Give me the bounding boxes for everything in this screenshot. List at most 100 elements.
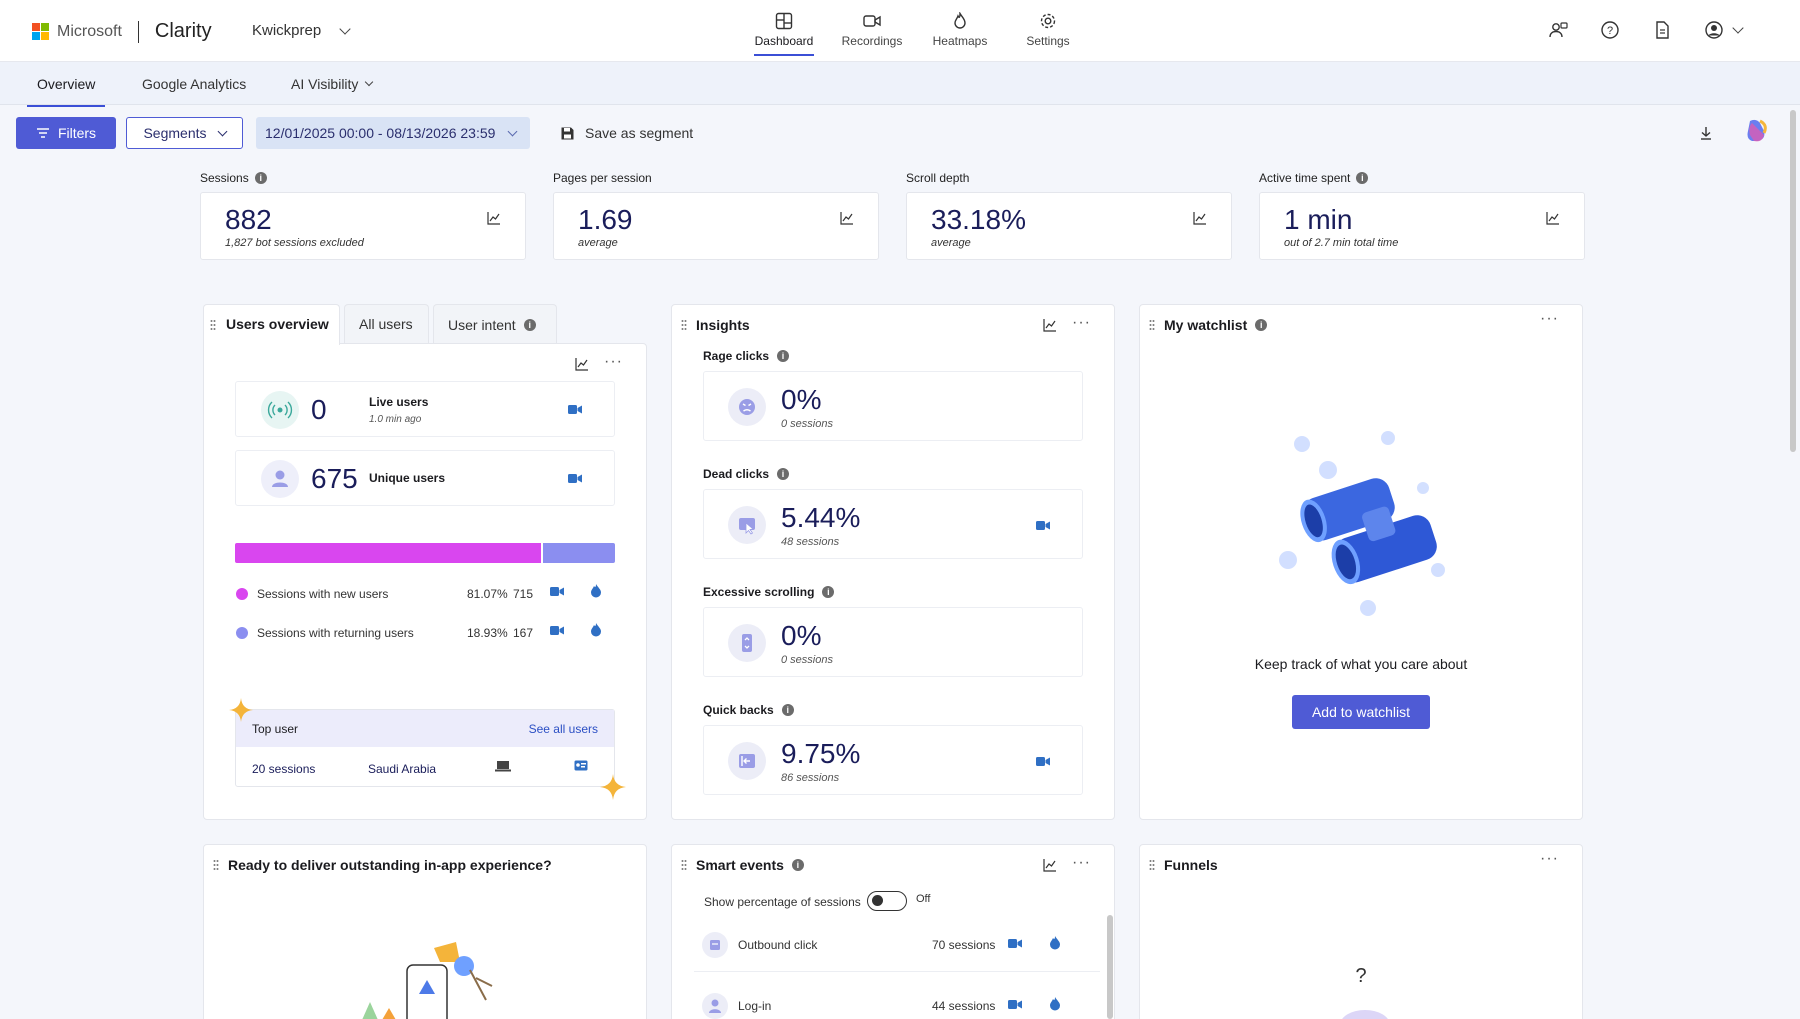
metric-value: 33.18% <box>931 204 1026 235</box>
info-icon[interactable]: i <box>1356 172 1369 184</box>
tab-overview[interactable]: Overview <box>26 76 106 107</box>
quick-backs-card[interactable]: 9.75% 86 sessions <box>703 725 1083 795</box>
recording-icon[interactable] <box>568 473 582 484</box>
returning-users-segment[interactable] <box>543 543 615 563</box>
unique-users-card[interactable]: 675 Unique users <box>235 450 615 506</box>
excessive-scrolling-card[interactable]: 0% 0 sessions <box>703 607 1083 677</box>
more-options-icon[interactable]: ··· <box>1540 850 1559 867</box>
trend-chart-icon[interactable] <box>840 211 854 225</box>
heatmap-icon[interactable] <box>1049 935 1061 950</box>
metric-card[interactable]: 1 min out of 2.7 min total time <box>1259 192 1585 260</box>
metric-active-time: Active time spent i 1 min out of 2.7 min … <box>1259 170 1585 260</box>
top-user-header <box>236 710 614 747</box>
help-icon[interactable]: ? <box>1600 20 1620 40</box>
new-users-segment[interactable] <box>235 543 544 563</box>
drag-handle-icon[interactable] <box>212 859 220 871</box>
recording-icon[interactable] <box>1036 756 1050 767</box>
recording-icon[interactable] <box>1008 999 1022 1010</box>
tab-users-overview[interactable]: Users overview <box>203 304 340 345</box>
segments-label: Segments <box>143 125 207 141</box>
main-nav: Dashboard Recordings Heatmaps Settings <box>740 10 1092 56</box>
metric-label-text: Active time spent <box>1259 171 1351 185</box>
nav-recordings[interactable]: Recordings <box>828 10 916 54</box>
show-percentage-toggle[interactable] <box>867 891 907 911</box>
drag-handle-icon[interactable] <box>1148 319 1156 331</box>
trend-chart-icon[interactable] <box>1546 211 1560 225</box>
more-options-icon[interactable]: ··· <box>1072 314 1091 331</box>
tab-all-users[interactable]: All users <box>344 304 429 344</box>
smart-events-scrollbar[interactable] <box>1107 915 1113 1019</box>
nav-dashboard[interactable]: Dashboard <box>740 10 828 56</box>
insight-sessions: 0 sessions <box>781 418 833 430</box>
angry-face-icon <box>728 388 766 426</box>
heatmap-icon[interactable] <box>1049 996 1061 1011</box>
info-icon[interactable]: i <box>781 704 794 716</box>
trend-chart-icon[interactable] <box>487 211 501 225</box>
company-name: Microsoft <box>57 22 122 40</box>
funnels-card: Funnels ··· ? <box>1139 844 1583 1019</box>
id-card-icon[interactable] <box>574 760 588 771</box>
chevron-down-icon <box>339 22 351 35</box>
insights-title: Insights <box>696 317 750 333</box>
smart-event-row[interactable]: Log-in 44 sessions <box>694 979 1100 1019</box>
live-users-card[interactable]: 0 Live users 1.0 min ago <box>235 381 615 437</box>
heatmap-icon[interactable] <box>590 622 602 637</box>
info-icon[interactable]: i <box>777 350 790 362</box>
metric-card[interactable]: 33.18% average <box>906 192 1232 260</box>
document-icon[interactable] <box>1652 20 1672 40</box>
drag-handle-icon[interactable] <box>680 319 688 331</box>
info-icon[interactable]: i <box>822 586 835 598</box>
brand[interactable]: Microsoft Clarity <box>32 20 212 43</box>
more-options-icon[interactable]: ··· <box>1540 310 1559 327</box>
metric-card[interactable]: 1.69 average <box>553 192 879 260</box>
trend-chart-icon[interactable] <box>575 357 589 371</box>
segments-button[interactable]: Segments <box>126 117 243 149</box>
sub-nav: Overview Google Analytics AI Visibility <box>0 62 1800 107</box>
recording-icon[interactable] <box>568 404 582 415</box>
more-options-icon[interactable]: ··· <box>1072 854 1091 871</box>
metric-label-text: Pages per session <box>553 171 652 185</box>
tab-user-intent[interactable]: User intent i <box>433 304 557 344</box>
info-icon[interactable]: i <box>777 468 790 480</box>
nav-settings[interactable]: Settings <box>1004 10 1092 54</box>
see-all-users-link[interactable]: See all users <box>528 722 598 736</box>
trend-chart-icon[interactable] <box>1193 211 1207 225</box>
tab-ai-visibility[interactable]: AI Visibility <box>291 76 374 92</box>
drag-handle-icon[interactable] <box>680 859 688 871</box>
metric-card[interactable]: 882 1,827 bot sessions excluded <box>200 192 526 260</box>
info-icon[interactable]: i <box>254 172 267 184</box>
trend-chart-icon[interactable] <box>1043 858 1057 872</box>
info-icon[interactable]: i <box>523 318 536 331</box>
nav-heatmaps[interactable]: Heatmaps <box>916 10 1004 54</box>
dead-clicks-card[interactable]: 5.44% 48 sessions <box>703 489 1083 559</box>
smart-event-row[interactable]: Outbound click 70 sessions <box>694 918 1100 972</box>
recording-icon[interactable] <box>1036 520 1050 531</box>
more-options-icon[interactable]: ··· <box>604 353 623 370</box>
recording-icon[interactable] <box>550 625 564 636</box>
page-scrollbar[interactable] <box>1790 110 1796 452</box>
recording-icon[interactable] <box>1008 938 1022 949</box>
log-in-icon <box>702 993 728 1019</box>
account-menu[interactable] <box>1704 20 1744 40</box>
insight-label-text: Quick backs <box>703 703 774 717</box>
recording-icon[interactable] <box>550 586 564 597</box>
legend-percent: 81.07% <box>467 587 508 601</box>
people-icon[interactable] <box>1548 20 1568 40</box>
trend-chart-icon[interactable] <box>1043 318 1057 332</box>
filters-button[interactable]: Filters <box>16 117 116 149</box>
info-icon[interactable]: i <box>791 859 804 871</box>
rage-clicks-card[interactable]: 0% 0 sessions <box>703 371 1083 441</box>
broadcast-icon <box>261 391 299 429</box>
download-icon[interactable] <box>1698 125 1714 141</box>
heatmap-icon[interactable] <box>590 583 602 598</box>
legend-count: 715 <box>513 587 534 601</box>
date-range-picker[interactable]: 12/01/2025 00:00 - 08/13/2026 23:59 <box>256 117 530 149</box>
info-icon[interactable]: i <box>1255 319 1268 331</box>
copilot-icon[interactable] <box>1742 117 1770 145</box>
add-to-watchlist-button[interactable]: Add to watchlist <box>1292 695 1430 729</box>
drag-handle-icon[interactable] <box>210 319 216 331</box>
save-as-segment-button[interactable]: Save as segment <box>560 125 693 141</box>
tab-google-analytics[interactable]: Google Analytics <box>142 76 247 92</box>
drag-handle-icon[interactable] <box>1148 859 1156 871</box>
project-selector[interactable]: Kwickprep <box>252 22 351 39</box>
